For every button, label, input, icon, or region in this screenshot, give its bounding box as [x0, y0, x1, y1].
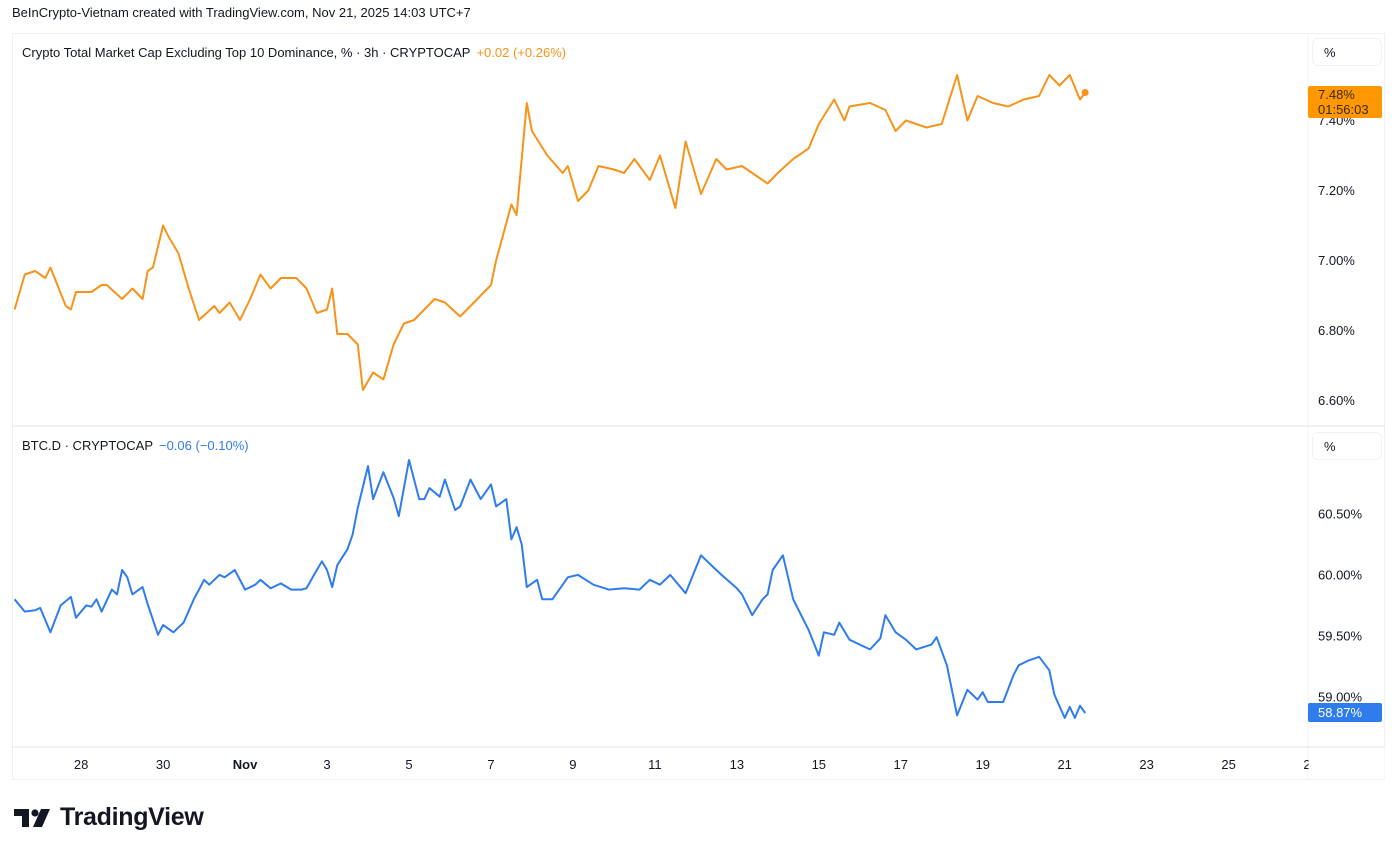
axis-corner — [1308, 748, 1385, 779]
x-tick-label: 5 — [405, 757, 412, 772]
series-line — [13, 459, 1087, 719]
legend-top[interactable]: Crypto Total Market Cap Excluding Top 10… — [22, 45, 566, 60]
percent-scale-button[interactable]: % — [1312, 38, 1382, 66]
series-line — [13, 74, 1087, 391]
chart-attribution: BeInCrypto-Vietnam created with TradingV… — [12, 5, 471, 20]
series-change: −0.06 (−0.10%) — [158, 438, 249, 453]
x-tick-label: 21 — [1057, 757, 1071, 772]
x-tick-label: 15 — [812, 757, 826, 772]
x-tick-label: Nov — [233, 757, 258, 772]
y-tick-label: 7.20% — [1318, 183, 1355, 198]
pane-bottom: 59.00% 59.50% 60.00% 60.50% — [13, 459, 1363, 719]
last-price-label-bottom: 58.87% — [1308, 703, 1382, 722]
x-tick-label: 9 — [569, 757, 576, 772]
x-tick-label: 11 — [648, 757, 662, 772]
y-tick-label: 7.00% — [1318, 253, 1355, 268]
y-tick-label: 60.00% — [1318, 567, 1363, 582]
x-tick-label: 19 — [975, 757, 989, 772]
y-tick-label: 59.50% — [1318, 629, 1363, 644]
x-tick-label: 28 — [74, 757, 88, 772]
x-tick-label: 17 — [894, 757, 908, 772]
last-value: 7.48% — [1318, 87, 1355, 102]
bar-countdown: 01:56:03 — [1318, 102, 1369, 117]
pane-top: 6.60%6.80%7.00%7.20%7.40% — [13, 74, 1355, 408]
y-tick-label: 59.00% — [1318, 690, 1363, 705]
last-point-marker — [1081, 89, 1089, 96]
y-tick-label: 6.60% — [1318, 393, 1355, 408]
x-tick-label: 3 — [323, 757, 330, 772]
last-value: 58.87% — [1318, 705, 1363, 720]
x-tick-label: 13 — [730, 757, 744, 772]
x-tick-label: 25 — [1221, 757, 1235, 772]
series-title: BTC.D · CRYPTOCAP — [22, 438, 153, 453]
time-axis: 2830Nov3579111315171921232527 — [74, 748, 1385, 779]
y-tick-label: 6.80% — [1318, 323, 1355, 338]
percent-scale-button[interactable]: % — [1312, 432, 1382, 460]
tradingview-logo[interactable]: TradingView — [14, 803, 204, 832]
x-tick-label: 30 — [156, 757, 170, 772]
legend-bottom[interactable]: BTC.D · CRYPTOCAP −0.06 (−0.10%) — [22, 438, 249, 453]
last-price-label-top: 7.48% 01:56:03 — [1308, 86, 1382, 118]
x-tick-label: 23 — [1139, 757, 1153, 772]
tradingview-logo-text: TradingView — [60, 803, 204, 831]
series-change: +0.02 (+0.26%) — [476, 45, 567, 60]
y-tick-label: 60.50% — [1318, 506, 1363, 521]
tradingview-logo-icon — [14, 808, 50, 827]
x-tick-label: 7 — [487, 757, 494, 772]
chart-frame — [12, 33, 1385, 780]
series-title: Crypto Total Market Cap Excluding Top 10… — [22, 45, 471, 60]
